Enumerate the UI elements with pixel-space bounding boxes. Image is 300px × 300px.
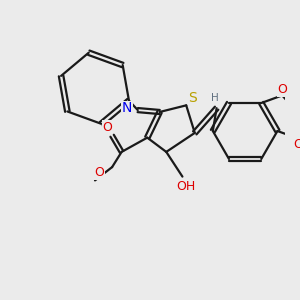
Text: N: N xyxy=(122,101,132,115)
Text: O: O xyxy=(277,83,287,96)
Text: OH: OH xyxy=(177,180,196,193)
Text: H: H xyxy=(211,93,219,103)
Text: O: O xyxy=(94,166,104,179)
Text: O: O xyxy=(102,121,112,134)
Text: S: S xyxy=(188,91,197,105)
Text: O: O xyxy=(293,138,300,151)
